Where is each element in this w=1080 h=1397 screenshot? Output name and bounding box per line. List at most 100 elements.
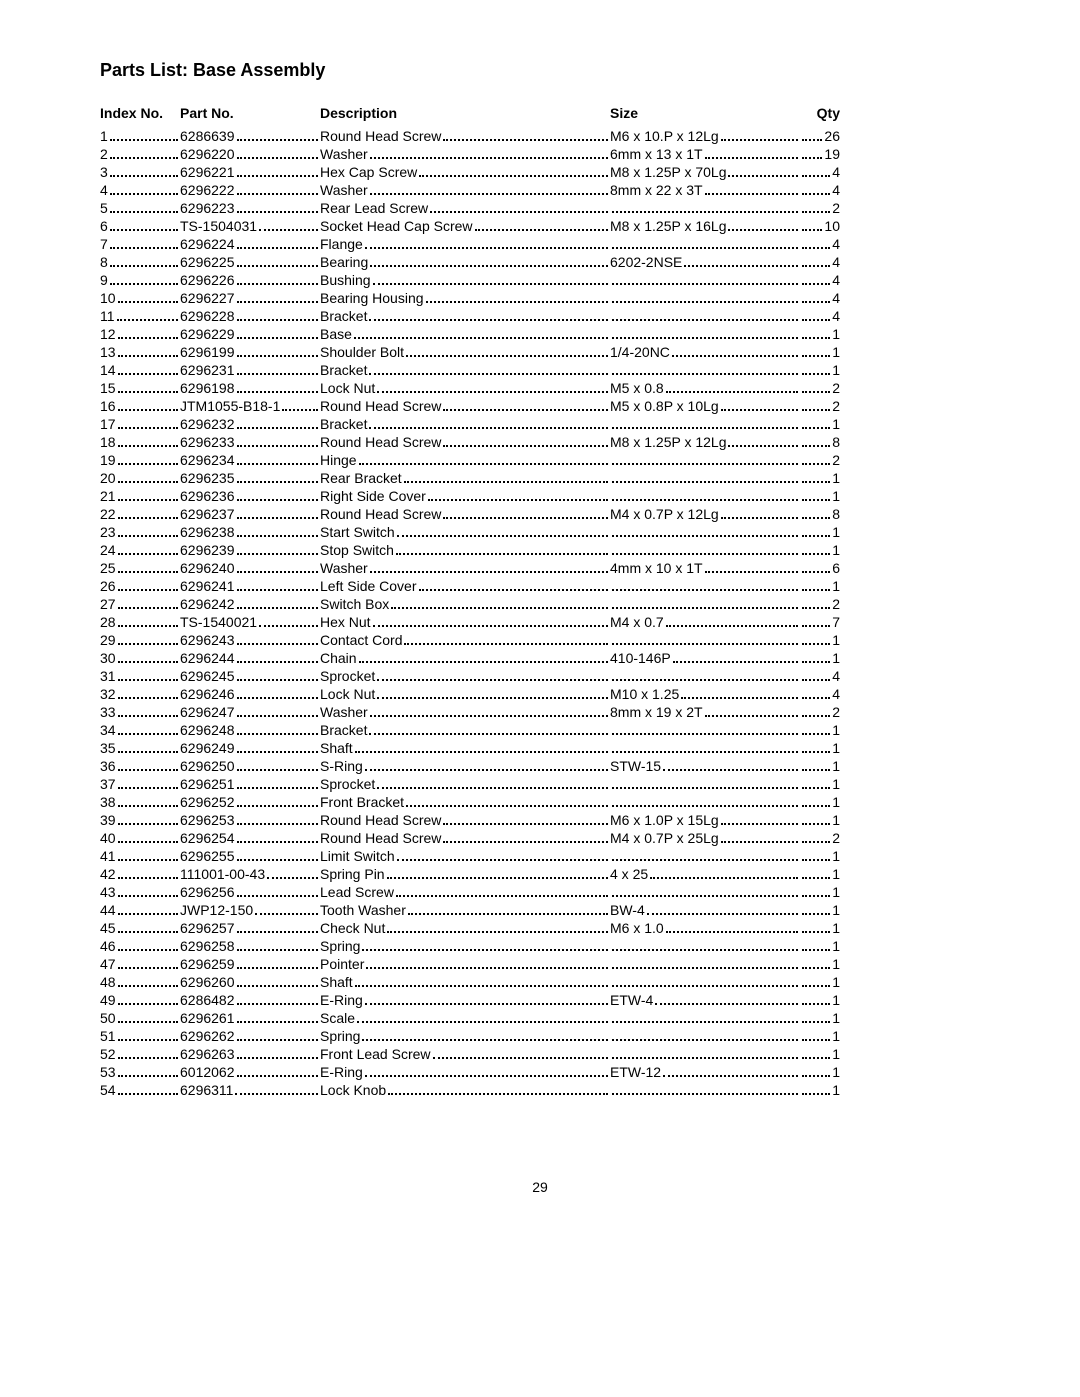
cell-index: 24 [100, 541, 180, 559]
cell-index: 16 [100, 397, 180, 415]
cell-qty: 7 [800, 613, 840, 631]
cell-desc: E-Ring [320, 991, 610, 1009]
cell-part: 6296198 [180, 379, 320, 397]
header-size: Size [610, 105, 800, 121]
cell-qty: 1 [800, 577, 840, 595]
cell-index: 39 [100, 811, 180, 829]
cell-index: 38 [100, 793, 180, 811]
cell-index: 19 [100, 451, 180, 469]
page-title: Parts List: Base Assembly [100, 60, 980, 81]
cell-part: 6296229 [180, 325, 320, 343]
cell-index: 46 [100, 937, 180, 955]
cell-part: 6296263 [180, 1045, 320, 1063]
cell-desc: Lock Nut [320, 685, 610, 703]
cell-index: 49 [100, 991, 180, 1009]
cell-size [610, 491, 800, 504]
cell-qty: 1 [800, 541, 840, 559]
cell-part: 6296255 [180, 847, 320, 865]
cell-part: 6296228 [180, 307, 320, 325]
cell-size [610, 581, 800, 594]
cell-desc: Washer [320, 145, 610, 163]
cell-qty: 1 [800, 901, 840, 919]
cell-size [610, 743, 800, 756]
cell-index: 6 [100, 217, 180, 235]
cell-desc: Tooth Washer [320, 901, 610, 919]
table-row: 36296221Hex Cap ScrewM8 x 1.25P x 70Lg4 [100, 163, 980, 181]
cell-qty: 1 [800, 865, 840, 883]
cell-qty: 1 [800, 775, 840, 793]
cell-index: 50 [100, 1009, 180, 1027]
cell-qty: 2 [800, 199, 840, 217]
cell-desc: E-Ring [320, 1063, 610, 1081]
cell-desc: Contact Cord [320, 631, 610, 649]
cell-size: M8 x 1.25P x 12Lg [610, 433, 800, 451]
table-row: 456296257Check NutM6 x 1.01 [100, 919, 980, 937]
table-row: 44JWP12-150Tooth WasherBW-41 [100, 901, 980, 919]
header-description: Description [320, 105, 610, 121]
cell-qty: 2 [800, 595, 840, 613]
cell-part: 6296249 [180, 739, 320, 757]
cell-qty: 1 [800, 883, 840, 901]
cell-qty: 1 [800, 631, 840, 649]
cell-index: 52 [100, 1045, 180, 1063]
table-row: 106296227Bearing Housing4 [100, 289, 980, 307]
cell-index: 13 [100, 343, 180, 361]
header-index: Index No. [100, 105, 180, 121]
cell-desc: Rear Bracket [320, 469, 610, 487]
header-part: Part No. [180, 105, 320, 121]
table-row: 42111001-00-43Spring Pin4 x 251 [100, 865, 980, 883]
cell-qty: 1 [800, 649, 840, 667]
cell-part: 6296253 [180, 811, 320, 829]
cell-index: 48 [100, 973, 180, 991]
cell-desc: Socket Head Cap Screw [320, 217, 610, 235]
cell-size: 4mm x 10 x 1T [610, 559, 800, 577]
cell-size [610, 203, 800, 216]
cell-index: 21 [100, 487, 180, 505]
cell-size: 4 x 25 [610, 865, 800, 883]
cell-part: 6296248 [180, 721, 320, 739]
cell-qty: 1 [800, 469, 840, 487]
cell-part: TS-1540021 [180, 613, 320, 631]
cell-index: 32 [100, 685, 180, 703]
cell-part: 6296231 [180, 361, 320, 379]
table-row: 516296262Spring1 [100, 1027, 980, 1045]
cell-qty: 10 [800, 217, 840, 235]
cell-desc: Shoulder Bolt [320, 343, 610, 361]
cell-index: 7 [100, 235, 180, 253]
cell-qty: 1 [800, 973, 840, 991]
cell-size: M6 x 1.0P x 15Lg [610, 811, 800, 829]
header-qty: Qty [800, 105, 840, 121]
cell-qty: 1 [800, 1081, 840, 1099]
cell-desc: Scale [320, 1009, 610, 1027]
cell-qty: 4 [800, 235, 840, 253]
table-row: 156296198Lock NutM5 x 0.82 [100, 379, 980, 397]
cell-qty: 1 [800, 343, 840, 361]
cell-desc: Round Head Screw [320, 811, 610, 829]
cell-size [610, 977, 800, 990]
cell-size: M8 x 1.25P x 70Lg [610, 163, 800, 181]
table-row: 206296235Rear Bracket1 [100, 469, 980, 487]
cell-desc: Washer [320, 181, 610, 199]
cell-part: 6296226 [180, 271, 320, 289]
cell-part: 6296250 [180, 757, 320, 775]
cell-desc: Round Head Screw [320, 397, 610, 415]
cell-desc: Hex Cap Screw [320, 163, 610, 181]
cell-part: 6012062 [180, 1063, 320, 1081]
cell-desc: Sprocket [320, 775, 610, 793]
cell-index: 34 [100, 721, 180, 739]
cell-index: 37 [100, 775, 180, 793]
cell-size: M8 x 1.25P x 16Lg [610, 217, 800, 235]
cell-size [610, 545, 800, 558]
table-header-row: Index No. Part No. Description Size Qty [100, 105, 980, 121]
cell-index: 5 [100, 199, 180, 217]
cell-qty: 2 [800, 397, 840, 415]
cell-desc: Bearing [320, 253, 610, 271]
cell-size [610, 527, 800, 540]
table-row: 536012062E-RingETW-121 [100, 1063, 980, 1081]
cell-part: 6296260 [180, 973, 320, 991]
cell-size: 8mm x 19 x 2T [610, 703, 800, 721]
cell-qty: 1 [800, 523, 840, 541]
cell-desc: S-Ring [320, 757, 610, 775]
cell-size: M5 x 0.8P x 10Lg [610, 397, 800, 415]
table-row: 296296243Contact Cord1 [100, 631, 980, 649]
